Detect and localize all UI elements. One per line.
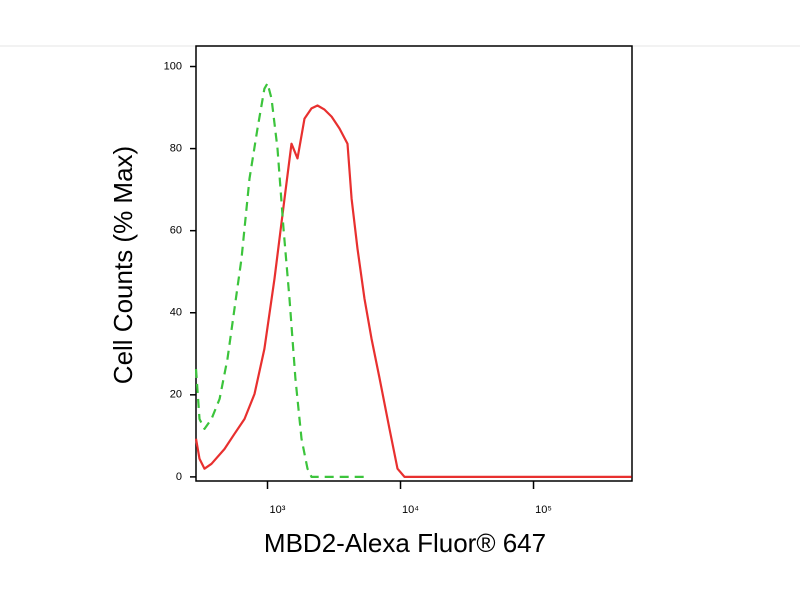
y-axis-title: Cell Counts (% Max) [108,146,138,384]
x-axis-title: MBD2-Alexa Fluor® 647 [264,528,546,558]
y-tick-label: 0 [176,471,182,483]
y-tick-label: 40 [170,307,182,319]
y-tick-label: 80 [170,143,182,155]
y-tick-label: 100 [164,60,182,72]
histogram-line [194,104,632,478]
x-tick-label: 10³ [270,504,286,516]
x-tick-label: 10⁵ [535,504,552,516]
y-tick-label: 60 [170,225,182,237]
y-tick-label: 20 [170,389,182,401]
x-tick-label: 10⁴ [402,504,419,516]
plot-frame [195,45,633,482]
histogram-line [194,82,369,478]
